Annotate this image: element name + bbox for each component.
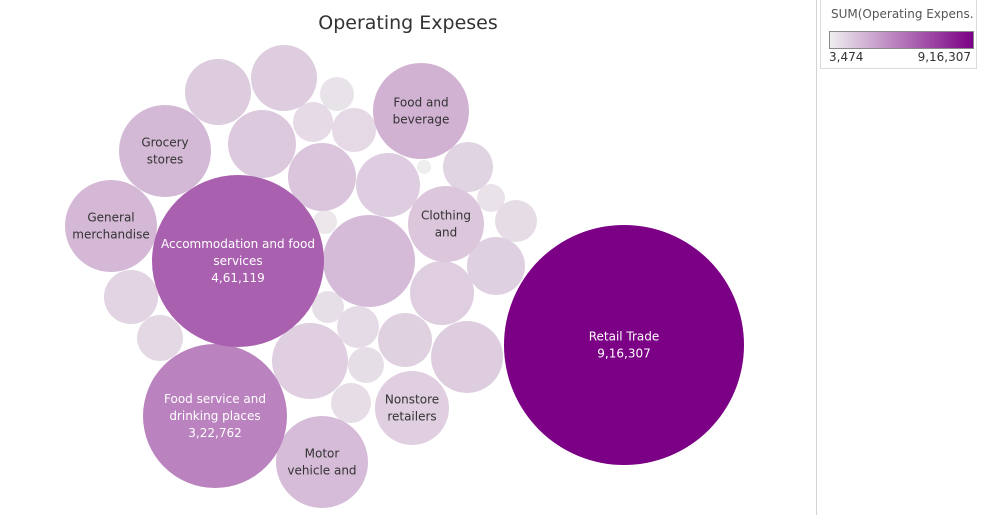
bubble-unlabeled[interactable]: [185, 59, 251, 125]
bubble-unlabeled[interactable]: [320, 77, 354, 111]
bubble-mark[interactable]: [323, 215, 415, 307]
bubble-mark[interactable]: [228, 110, 296, 178]
bubble-unlabeled[interactable]: [348, 347, 384, 383]
bubble-unlabeled[interactable]: [431, 321, 503, 393]
bubble-label: vehicle and: [287, 464, 356, 478]
bubble-mark[interactable]: [143, 344, 287, 488]
bubble-mark[interactable]: [504, 225, 744, 465]
bubble-mark[interactable]: [373, 63, 469, 159]
bubble-label: services: [213, 254, 262, 268]
legend-color-ramp: [829, 31, 974, 49]
bubble-mark[interactable]: [431, 321, 503, 393]
bubble-mark[interactable]: [276, 416, 368, 508]
bubble-mark[interactable]: [467, 237, 525, 295]
bubble-mark[interactable]: [272, 323, 348, 399]
bubble-mark[interactable]: [375, 371, 449, 445]
bubble-unlabeled[interactable]: [312, 291, 344, 323]
bubble-unlabeled[interactable]: [356, 153, 420, 217]
color-legend[interactable]: SUM(Operating Expens... 3,474 9,16,307: [820, 0, 977, 69]
bubble-value-label: 3,22,762: [188, 426, 241, 440]
bubble-label: Accommodation and food: [161, 237, 315, 251]
bubble-unlabeled[interactable]: [378, 313, 432, 367]
bubble-unlabeled[interactable]: [443, 142, 493, 192]
bubble-grocery[interactable]: Grocery stores: [119, 105, 211, 197]
bubble-unlabeled[interactable]: [137, 315, 183, 361]
bubble-unlabeled[interactable]: [410, 261, 474, 325]
bubble-unlabeled[interactable]: [251, 45, 317, 111]
bubble-label: Clothing: [421, 209, 471, 223]
bubble-label: drinking places: [169, 409, 260, 423]
bubble-food-and[interactable]: Food and beverage: [373, 63, 469, 159]
bubble-mark[interactable]: [312, 291, 344, 323]
bubble-mark[interactable]: [320, 77, 354, 111]
bubble-label: beverage: [393, 113, 450, 127]
bubble-label: Motor: [305, 447, 340, 461]
bubble-unlabeled[interactable]: [228, 110, 296, 178]
bubble-label: retailers: [387, 410, 436, 424]
bubble-label: Retail Trade: [589, 330, 660, 344]
bubble-mark[interactable]: [152, 175, 324, 347]
bubble-retail-trade[interactable]: Retail Trade 9,16,307: [504, 225, 744, 465]
bubble-mark[interactable]: [104, 270, 158, 324]
chart-area: Operating Expeses Nonstore retailers Cloth…: [65, 12, 744, 508]
bubble-general[interactable]: General merchandise: [65, 180, 157, 272]
bubble-mark[interactable]: [408, 186, 484, 262]
bubble-mark[interactable]: [378, 313, 432, 367]
legend-panel: SUM(Operating Expens... 3,474 9,16,307: [817, 0, 982, 515]
bubble-unlabeled[interactable]: [331, 383, 371, 423]
bubble-mark[interactable]: [332, 108, 376, 152]
bubble-mark[interactable]: [251, 45, 317, 111]
bubble-mark[interactable]: [417, 160, 431, 174]
bubble-chart: Nonstore retailers Clothing and General merch…: [65, 45, 744, 508]
legend-min-label: 3,474: [829, 50, 864, 64]
bubble-label: merchandise: [72, 228, 150, 242]
bubble-accommodation-and-food[interactable]: Accommodation and food services 4,61,119: [152, 175, 324, 347]
bubble-unlabeled[interactable]: [417, 160, 431, 174]
bubble-mark[interactable]: [337, 306, 379, 348]
panel-divider: [816, 0, 817, 515]
bubble-unlabeled[interactable]: [288, 143, 356, 211]
chart-title: Operating Expeses: [318, 12, 498, 34]
legend-title: SUM(Operating Expens...: [831, 7, 973, 21]
bubble-label: stores: [147, 153, 184, 167]
bubble-nonstore[interactable]: Nonstore retailers: [375, 371, 449, 445]
bubble-unlabeled[interactable]: [337, 306, 379, 348]
bubble-mark[interactable]: [443, 142, 493, 192]
bubble-unlabeled[interactable]: [467, 237, 525, 295]
bubble-label: Nonstore: [385, 393, 439, 407]
bubble-label: Food and: [393, 96, 448, 110]
bubble-label: Food service and: [164, 392, 266, 406]
bubble-unlabeled[interactable]: [332, 108, 376, 152]
bubble-label: and: [435, 226, 458, 240]
bubble-mark[interactable]: [410, 261, 474, 325]
bubble-mark[interactable]: [288, 143, 356, 211]
bubble-mark[interactable]: [185, 59, 251, 125]
bubble-clothing[interactable]: Clothing and: [408, 186, 484, 262]
bubble-unlabeled[interactable]: [495, 200, 537, 242]
bubble-mark[interactable]: [495, 200, 537, 242]
bubble-mark[interactable]: [313, 210, 337, 234]
bubble-unlabeled[interactable]: [477, 184, 505, 212]
bubble-label: General: [87, 211, 134, 225]
bubble-mark[interactable]: [137, 315, 183, 361]
bubble-mark[interactable]: [331, 383, 371, 423]
bubble-mark[interactable]: [293, 102, 333, 142]
bubble-motor[interactable]: Motor vehicle and: [276, 416, 368, 508]
bubble-mark[interactable]: [356, 153, 420, 217]
bubble-mark[interactable]: [119, 105, 211, 197]
bubble-value-label: 9,16,307: [597, 347, 650, 361]
bubble-unlabeled[interactable]: [313, 210, 337, 234]
bubble-mark[interactable]: [348, 347, 384, 383]
bubble-mark[interactable]: [477, 184, 505, 212]
bubble-label: Grocery: [141, 136, 188, 150]
bubble-unlabeled[interactable]: [104, 270, 158, 324]
bubble-unlabeled[interactable]: [272, 323, 348, 399]
legend-max-label: 9,16,307: [917, 50, 971, 64]
bubble-food-service-and[interactable]: Food service and drinking places 3,22,762: [143, 344, 287, 488]
bubble-unlabeled[interactable]: [323, 215, 415, 307]
bubble-value-label: 4,61,119: [211, 271, 264, 285]
bubble-mark[interactable]: [65, 180, 157, 272]
bubble-unlabeled[interactable]: [293, 102, 333, 142]
